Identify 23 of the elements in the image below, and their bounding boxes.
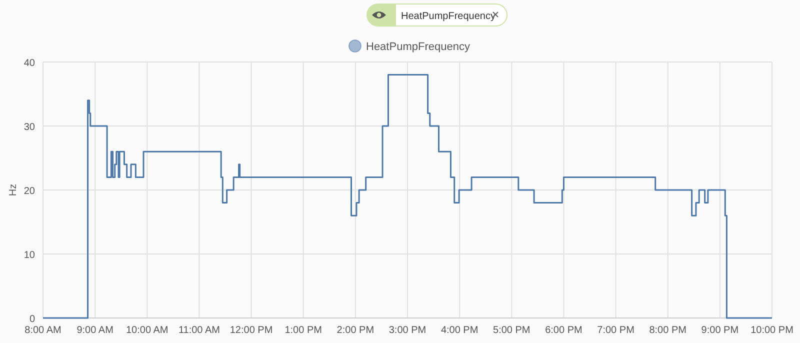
y-axis-title: Hz: [8, 184, 19, 196]
y-tick-label: 40: [24, 58, 36, 69]
x-tick-label: 5:00 PM: [493, 325, 530, 336]
x-tick-label: 3:00 PM: [388, 325, 426, 336]
x-tick-label: 11:00 AM: [178, 325, 220, 336]
x-tick-label: 10:00 AM: [126, 325, 168, 336]
x-tick-label: 2:00 PM: [336, 325, 374, 336]
y-tick-label: 10: [24, 250, 36, 261]
x-tick-label: 6:00 PM: [545, 325, 582, 336]
text: HeatPumpFrequency: [401, 11, 496, 22]
x-tick-label: 8:00 AM: [24, 325, 62, 336]
x-tick-label: 4:00 PM: [440, 325, 478, 336]
x-tick-label: 9:00 PM: [701, 325, 739, 336]
y-tick-label: 0: [29, 314, 36, 325]
x-tick-label: 8:00 PM: [649, 325, 686, 336]
x-tick-label: 7:00 PM: [597, 325, 634, 336]
y-tick-label: 30: [24, 122, 36, 133]
x-tick-label: 10:00 PM: [750, 325, 794, 336]
x-tick-label: 9:00 AM: [76, 325, 114, 336]
x-tick-label: 12:00 PM: [230, 325, 273, 336]
y-tick-label: 20: [24, 186, 36, 197]
legend-label: HeatPumpFrequency: [366, 41, 470, 53]
x-tick-label: 1:00 PM: [284, 325, 322, 336]
